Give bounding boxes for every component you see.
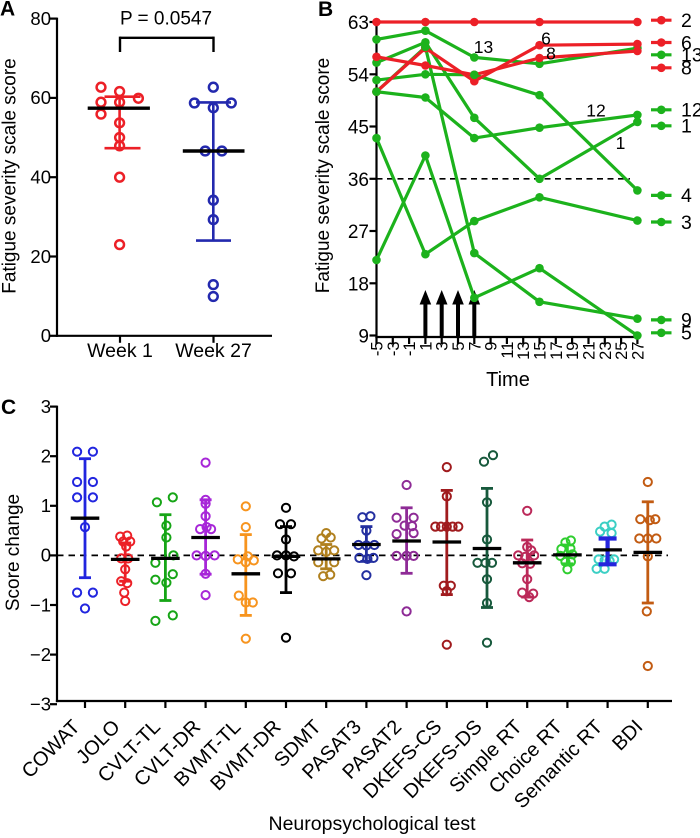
svg-text:4: 4 [681, 185, 692, 207]
svg-text:15: 15 [532, 342, 550, 360]
svg-text:1: 1 [616, 133, 626, 153]
svg-text:9: 9 [483, 342, 501, 351]
svg-text:13: 13 [515, 342, 533, 360]
svg-text:6: 6 [681, 32, 692, 54]
svg-text:19: 19 [564, 342, 582, 360]
svg-text:8: 8 [546, 44, 556, 64]
svg-text:45: 45 [348, 118, 369, 139]
svg-text:−3: −3 [30, 694, 51, 715]
svg-text:7: 7 [466, 342, 484, 351]
svg-text:12: 12 [586, 101, 605, 121]
svg-text:Week 27: Week 27 [175, 340, 252, 362]
svg-text:9: 9 [358, 327, 369, 348]
svg-text:54: 54 [348, 65, 370, 86]
svg-text:1: 1 [41, 495, 51, 516]
svg-text:2: 2 [681, 10, 692, 32]
svg-text:11: 11 [499, 342, 517, 359]
svg-text:Week 1: Week 1 [87, 340, 153, 362]
svg-text:−2: −2 [30, 644, 51, 665]
svg-text:Fatigue severity scale score: Fatigue severity scale score [0, 58, 21, 294]
svg-text:12: 12 [681, 100, 700, 122]
svg-text:25: 25 [613, 342, 631, 360]
svg-text:20: 20 [30, 246, 51, 267]
svg-text:-3: -3 [385, 342, 403, 357]
svg-text:B: B [318, 0, 333, 21]
svg-text:27: 27 [629, 342, 647, 360]
svg-text:C: C [1, 396, 16, 419]
svg-text:P = 0.0547: P = 0.0547 [120, 9, 212, 30]
svg-text:60: 60 [30, 87, 51, 108]
svg-text:0: 0 [41, 545, 51, 566]
svg-text:23: 23 [597, 342, 615, 360]
svg-text:27: 27 [348, 222, 369, 243]
svg-text:5: 5 [681, 323, 692, 345]
svg-text:3: 3 [681, 212, 692, 234]
svg-text:Time: Time [486, 369, 530, 391]
svg-text:6: 6 [541, 29, 551, 49]
svg-text:-1: -1 [401, 342, 419, 357]
svg-text:3: 3 [434, 342, 452, 351]
svg-text:40: 40 [30, 167, 51, 188]
svg-text:36: 36 [348, 170, 369, 191]
svg-text:-5: -5 [369, 342, 387, 357]
svg-text:21: 21 [581, 342, 599, 360]
svg-text:13: 13 [474, 37, 493, 57]
svg-text:17: 17 [548, 342, 566, 360]
svg-text:−1: −1 [30, 594, 51, 615]
svg-text:80: 80 [30, 8, 51, 29]
svg-text:8: 8 [681, 58, 692, 80]
svg-text:13: 13 [681, 45, 700, 67]
svg-text:Fatigue severity scale score: Fatigue severity scale score [313, 58, 334, 294]
svg-text:9: 9 [681, 310, 692, 332]
svg-text:18: 18 [348, 274, 369, 295]
svg-text:1: 1 [681, 116, 692, 138]
svg-text:Score change: Score change [3, 494, 24, 611]
svg-text:1: 1 [417, 342, 435, 351]
svg-text:63: 63 [348, 13, 369, 34]
svg-text:0: 0 [41, 325, 51, 346]
svg-text:A: A [0, 0, 15, 21]
svg-text:Neuropsychological test: Neuropsychological test [268, 813, 476, 835]
svg-text:5: 5 [450, 342, 468, 351]
svg-text:2: 2 [41, 446, 51, 467]
svg-text:3: 3 [41, 396, 51, 417]
